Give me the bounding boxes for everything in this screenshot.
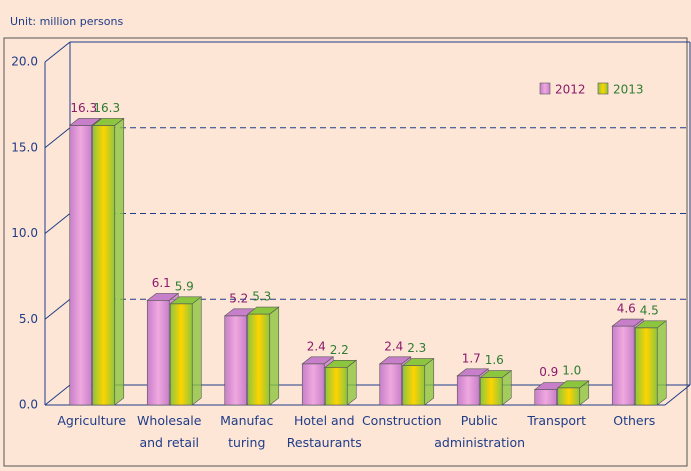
x-tick-label: Public administration (434, 413, 526, 450)
bar-front (301, 363, 325, 406)
x-tick-label: Manufac turing (220, 413, 274, 450)
x-tick-label: Transport (527, 413, 587, 428)
bar-side (424, 357, 435, 406)
legend-swatch (597, 82, 609, 95)
legend-label: 2012 (555, 83, 586, 97)
bar (246, 306, 280, 406)
bar (556, 380, 590, 406)
value-label: 1.7 (462, 351, 481, 365)
legend-label: 2013 (613, 83, 644, 97)
value-label: 1.6 (485, 353, 504, 367)
bar-front (69, 125, 93, 406)
bar-side (114, 117, 125, 406)
value-label: 16.3 (70, 101, 97, 115)
bar-front (379, 363, 403, 406)
bar-side (579, 380, 590, 406)
value-label: 2.4 (307, 339, 326, 353)
value-label: 16.3 (93, 101, 120, 115)
bar-side (191, 296, 202, 406)
legend-swatch (539, 82, 551, 95)
bar-front (456, 375, 480, 406)
tick-slant (44, 127, 71, 149)
value-label: 5.9 (175, 279, 194, 293)
tick-slant (44, 41, 71, 63)
bar (324, 359, 358, 406)
value-label: 2.3 (407, 341, 426, 355)
value-label: 5.2 (229, 291, 248, 305)
bar-front (634, 327, 658, 406)
bar (479, 369, 513, 406)
bar-front (557, 387, 581, 406)
x-tick-label: Wholesale and retail (137, 413, 202, 450)
bar-front (534, 389, 558, 406)
bar-front (611, 325, 635, 406)
bar-front (324, 366, 348, 406)
value-label: 4.5 (640, 303, 659, 317)
x-tick-label: Hotel and Restaurants (286, 413, 362, 450)
tick-slant (44, 384, 71, 406)
bar-front (479, 377, 503, 406)
bar (169, 296, 203, 406)
unit-label: Unit: million persons (10, 15, 123, 28)
tick-slant (44, 213, 71, 234)
bar-side (501, 369, 512, 406)
tick-slant (44, 298, 71, 320)
x-tick-label: Construction (361, 413, 442, 428)
value-label: 0.9 (539, 365, 558, 379)
bar-side (346, 359, 357, 406)
value-label: 4.6 (617, 302, 636, 316)
bar-front (92, 125, 116, 406)
value-label: 1.0 (562, 363, 581, 377)
frame (3, 37, 688, 467)
x-tick-label: Others (613, 413, 656, 428)
bar-front (169, 303, 193, 406)
axis-line (664, 384, 691, 406)
bar (634, 320, 668, 406)
bar-side (656, 320, 667, 406)
value-label: 2.2 (330, 343, 349, 357)
value-label: 6.1 (152, 276, 171, 290)
value-label: 5.3 (252, 290, 271, 304)
y-tick-label: 15.0 (11, 140, 38, 154)
bar-front (402, 365, 426, 406)
bar-front (247, 313, 271, 406)
y-tick-label: 10.0 (11, 226, 38, 240)
bar (91, 117, 125, 406)
bar-front (146, 300, 170, 406)
bar-front (224, 315, 248, 406)
y-tick-label: 20.0 (11, 55, 38, 69)
bar-side (269, 306, 280, 406)
value-label: 2.4 (384, 339, 403, 353)
y-tick-label: 0.0 (19, 398, 38, 412)
x-tick-label: Agriculture (57, 413, 127, 428)
y-tick-label: 5.0 (19, 312, 38, 326)
bar (401, 357, 435, 406)
